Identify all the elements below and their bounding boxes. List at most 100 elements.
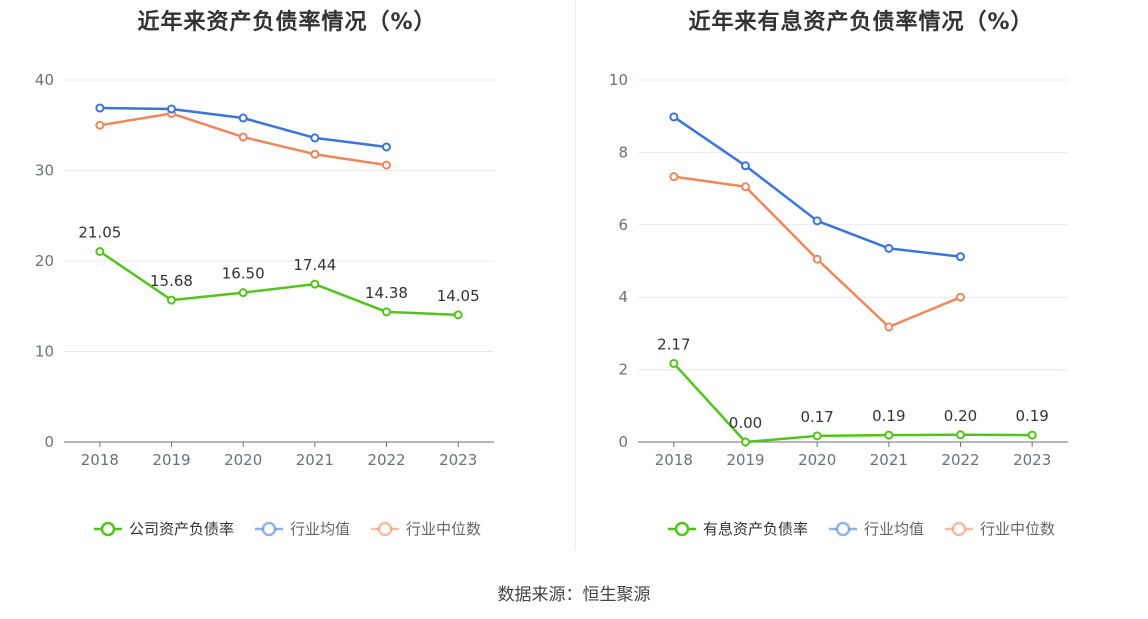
data-label: 2.17 [657, 335, 690, 353]
data-point [1027, 430, 1037, 440]
line-chart-debt-ratio: 0 10 20 30 40 2018 2019 2020 2021 2022 2023 21.05 15… [35, 71, 494, 469]
legend-label: 行业均值 [863, 520, 924, 538]
data-label: 21.05 [78, 223, 121, 241]
data-point [95, 120, 105, 130]
y-tick-label: 4 [618, 288, 628, 306]
series-line [673, 115, 961, 258]
data-point [238, 113, 248, 123]
legend-label: 行业中位数 [406, 520, 482, 538]
data-point [382, 307, 391, 317]
y-tick-label: 20 [35, 252, 54, 270]
x-tick-label: 2021 [296, 451, 334, 469]
data-point [884, 430, 894, 440]
data-point [812, 431, 822, 441]
data-label: 0.20 [944, 407, 977, 425]
legend-item[interactable]: 行业中位数 [370, 518, 481, 539]
legend-marker-icon [254, 521, 283, 536]
y-tick-label: 10 [35, 343, 54, 361]
y-tick-label: 30 [35, 162, 54, 180]
data-point [310, 279, 320, 289]
chart-legend: 公司资产负债率 行业均值 行业中位数 [0, 518, 574, 539]
data-point [669, 112, 679, 122]
data-point [310, 133, 320, 143]
data-label: 14.38 [365, 284, 408, 302]
x-tick-label: 2018 [81, 451, 119, 469]
legend-marker-icon [667, 521, 696, 536]
data-label: 0.00 [729, 414, 762, 432]
chart-panel-interest-debt-ratio: 近年来有息资产负债率情况（%） 0 2 4 6 8 10 2018 2019 2020 2021 2… [574, 0, 1148, 560]
data-point [956, 430, 965, 440]
y-tick-label: 40 [35, 71, 54, 89]
y-tick-label: 2 [618, 361, 628, 379]
legend-item[interactable]: 行业中位数 [944, 518, 1055, 539]
series-line [672, 362, 1033, 444]
data-point [310, 149, 320, 159]
data-label: 0.17 [800, 408, 833, 426]
data-label: 15.68 [150, 272, 193, 290]
legend-marker-icon [945, 521, 973, 536]
data-label: 0.19 [872, 407, 905, 425]
data-point [669, 172, 679, 182]
legend-circle [835, 521, 851, 536]
data-point [95, 103, 105, 113]
data-point [167, 104, 176, 114]
legend-item[interactable]: 行业均值 [828, 518, 924, 539]
x-tick-label: 2020 [224, 451, 262, 469]
legend-circle [377, 521, 393, 536]
legend-label: 行业均值 [289, 520, 350, 538]
data-point [956, 252, 965, 262]
y-tick-label: 0 [44, 433, 54, 451]
series-line [99, 250, 459, 317]
x-tick-label: 2021 [870, 451, 908, 469]
data-point [453, 310, 463, 320]
data-point [741, 437, 750, 447]
y-tick-label: 0 [618, 433, 628, 451]
data-label: 16.50 [222, 265, 265, 283]
chart-title: 近年来有息资产负债率情况（%） [688, 10, 1034, 35]
x-tick-label: 2020 [798, 451, 836, 469]
legend-circle [261, 521, 277, 536]
legend-item[interactable]: 行业均值 [254, 518, 350, 539]
data-point [167, 295, 176, 305]
data-point [741, 161, 750, 171]
legend-circle [951, 521, 967, 536]
x-tick-label: 2023 [1013, 451, 1051, 469]
x-tick-label: 2019 [726, 451, 764, 469]
x-tick-label: 2022 [941, 451, 979, 469]
data-point [741, 182, 750, 192]
data-point [884, 322, 894, 332]
chart-legend: 有息资产负债率 行业均值 行业中位数 [574, 518, 1148, 539]
data-point [812, 216, 822, 226]
data-source-note: 数据来源：恒生聚源 [497, 585, 651, 605]
data-label: 17.44 [293, 256, 336, 274]
data-point [382, 142, 391, 152]
legend-label: 行业中位数 [980, 520, 1056, 538]
legend-item[interactable]: 有息资产负债率 [667, 518, 808, 539]
data-point [95, 246, 105, 256]
data-point [669, 358, 679, 368]
panel-divider [575, 0, 576, 550]
data-point [382, 160, 391, 170]
legend-marker-icon [93, 521, 122, 536]
y-tick-label: 10 [609, 71, 628, 89]
data-point [238, 132, 248, 142]
legend-label: 公司资产负债率 [128, 520, 234, 538]
legend-marker-icon [828, 521, 857, 536]
legend-circle [674, 521, 690, 536]
y-tick-label: 8 [618, 143, 628, 161]
legend-label: 有息资产负债率 [702, 520, 808, 538]
legend-marker-icon [371, 521, 399, 536]
data-label: 14.05 [437, 287, 480, 305]
chart-panel-debt-ratio: 近年来资产负债率情况（%） 0 10 20 30 40 2018 2019 2020 2021 2… [0, 0, 574, 560]
data-point [956, 292, 965, 302]
legend-item[interactable]: 公司资产负债率 [93, 518, 234, 539]
legend-circle [100, 521, 116, 536]
data-point [812, 254, 822, 264]
data-label: 0.19 [1015, 407, 1048, 425]
chart-title: 近年来资产负债率情况（%） [137, 10, 437, 35]
x-tick-label: 2019 [152, 451, 190, 469]
line-chart-interest-debt-ratio: 0 2 4 6 8 10 2018 2019 2020 2021 2022 2023 2.17 0.00 0… [609, 71, 1068, 469]
y-tick-label: 6 [618, 216, 628, 234]
data-point [884, 243, 894, 253]
